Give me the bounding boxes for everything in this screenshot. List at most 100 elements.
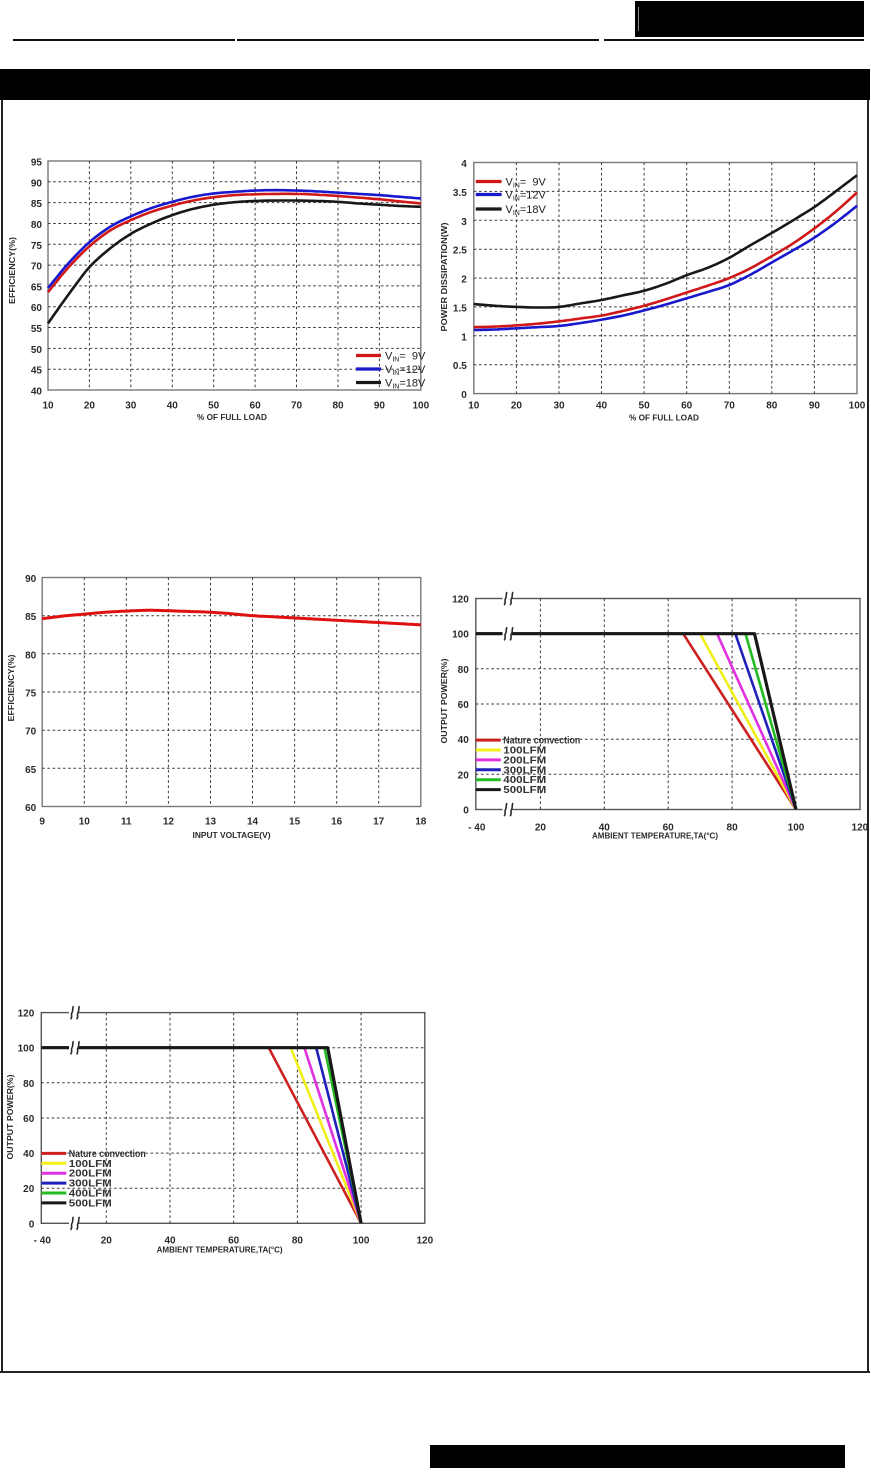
svg-text:60: 60 (458, 700, 470, 711)
svg-text:120: 120 (416, 1236, 433, 1247)
svg-text:OUTPUT POWER(%): OUTPUT POWER(%) (439, 658, 449, 743)
svg-text:80: 80 (292, 1236, 304, 1247)
svg-text:13: 13 (205, 817, 217, 828)
svg-text:40: 40 (164, 1236, 176, 1247)
svg-text:120: 120 (452, 595, 469, 606)
svg-text:300LFM: 300LFM (503, 764, 546, 776)
svg-text:60: 60 (23, 1114, 35, 1125)
svg-text:70: 70 (31, 262, 43, 273)
svg-text:20: 20 (458, 770, 470, 781)
svg-text:12: 12 (163, 817, 175, 828)
svg-text:2.5: 2.5 (453, 246, 467, 257)
svg-text:3.5: 3.5 (453, 188, 467, 199)
svg-text:70: 70 (291, 401, 303, 412)
svg-text:18: 18 (415, 817, 427, 828)
svg-text:100: 100 (849, 401, 866, 412)
svg-text:120: 120 (18, 1009, 35, 1020)
svg-text:AMBIENT TEMPERATURE,TA(°C): AMBIENT TEMPERATURE,TA(°C) (157, 1245, 283, 1255)
svg-text:15: 15 (289, 817, 301, 828)
svg-text:55: 55 (31, 324, 43, 335)
svg-text:POWER DISSIPATION(W): POWER DISSIPATION(W) (439, 222, 449, 331)
svg-text:50: 50 (31, 345, 43, 356)
svg-text:% OF FULL LOAD: % OF FULL LOAD (197, 412, 267, 422)
svg-text:90: 90 (25, 574, 37, 585)
svg-text:EFFICIENCY(%): EFFICIENCY(%) (7, 237, 17, 304)
svg-text:VIN=12V: VIN=12V (385, 364, 426, 377)
svg-text:120: 120 (852, 823, 869, 834)
svg-text:20: 20 (535, 823, 547, 834)
svg-text:Nature convection: Nature convection (503, 735, 580, 747)
svg-text:10: 10 (42, 401, 54, 412)
svg-text:90: 90 (809, 401, 821, 412)
svg-text:2: 2 (461, 275, 467, 286)
svg-text:VIN=18V: VIN=18V (506, 204, 547, 217)
svg-text:40: 40 (167, 401, 179, 412)
svg-text:20: 20 (101, 1236, 113, 1247)
svg-text:300LFM: 300LFM (69, 1178, 112, 1190)
svg-text:40: 40 (596, 401, 608, 412)
svg-text:80: 80 (31, 220, 43, 231)
svg-text:60: 60 (25, 803, 37, 814)
svg-text:10: 10 (468, 401, 480, 412)
svg-text:95: 95 (31, 158, 43, 169)
svg-text:20: 20 (511, 401, 523, 412)
svg-text:100: 100 (412, 401, 429, 412)
svg-text:14: 14 (247, 817, 259, 828)
svg-text:80: 80 (25, 650, 37, 661)
svg-text:- 40: - 40 (34, 1236, 52, 1247)
svg-text:85: 85 (31, 199, 43, 210)
svg-text:4: 4 (461, 159, 467, 170)
svg-text:100LFM: 100LFM (69, 1158, 112, 1170)
svg-text:EFFICIENCY(%): EFFICIENCY(%) (6, 654, 16, 721)
svg-text:500LFM: 500LFM (503, 784, 546, 796)
svg-text:60: 60 (663, 823, 675, 834)
svg-text:400LFM: 400LFM (69, 1188, 112, 1200)
svg-text:11: 11 (121, 817, 132, 828)
svg-text:75: 75 (31, 241, 43, 252)
svg-text:80: 80 (332, 401, 344, 412)
svg-text:500LFM: 500LFM (69, 1197, 112, 1209)
svg-text:60: 60 (250, 401, 262, 412)
svg-text:200LFM: 200LFM (503, 754, 546, 766)
svg-text:0: 0 (463, 806, 469, 817)
svg-text:VIN=12V: VIN=12V (506, 190, 547, 203)
svg-text:INPUT VOLTAGE(V): INPUT VOLTAGE(V) (193, 830, 271, 840)
svg-text:80: 80 (727, 823, 739, 834)
svg-text:60: 60 (31, 303, 43, 314)
svg-text:80: 80 (458, 665, 470, 676)
svg-text:VIN= 9V: VIN= 9V (506, 177, 547, 190)
svg-text:9: 9 (39, 817, 45, 828)
svg-text:OUTPUT POWER(%): OUTPUT POWER(%) (5, 1074, 15, 1159)
svg-text:100: 100 (18, 1044, 35, 1055)
svg-text:0: 0 (461, 390, 467, 401)
svg-text:40: 40 (458, 735, 470, 746)
svg-text:20: 20 (84, 401, 96, 412)
svg-text:80: 80 (23, 1079, 35, 1090)
svg-text:80: 80 (766, 401, 778, 412)
svg-text:10: 10 (79, 817, 91, 828)
svg-text:- 40: - 40 (468, 823, 486, 834)
svg-text:1.5: 1.5 (453, 303, 467, 314)
svg-text:0.5: 0.5 (453, 361, 467, 372)
svg-text:60: 60 (681, 401, 693, 412)
svg-text:16: 16 (331, 817, 343, 828)
svg-text:17: 17 (373, 817, 385, 828)
svg-text:45: 45 (31, 366, 43, 377)
svg-text:100: 100 (788, 823, 805, 834)
svg-text:60: 60 (228, 1236, 240, 1247)
svg-text:50: 50 (208, 401, 220, 412)
svg-text:40: 40 (31, 387, 43, 398)
svg-text:1: 1 (461, 332, 467, 343)
svg-text:VIN=18V: VIN=18V (385, 378, 426, 391)
svg-text:40: 40 (23, 1149, 35, 1160)
svg-text:85: 85 (25, 612, 37, 623)
svg-text:75: 75 (25, 689, 37, 700)
svg-text:Nature convection: Nature convection (69, 1148, 146, 1160)
svg-text:200LFM: 200LFM (69, 1168, 112, 1180)
svg-text:65: 65 (25, 765, 37, 776)
svg-text:40: 40 (599, 823, 611, 834)
svg-text:70: 70 (25, 727, 37, 738)
svg-text:65: 65 (31, 282, 43, 293)
svg-text:100: 100 (353, 1236, 370, 1247)
svg-text:3: 3 (461, 217, 467, 228)
